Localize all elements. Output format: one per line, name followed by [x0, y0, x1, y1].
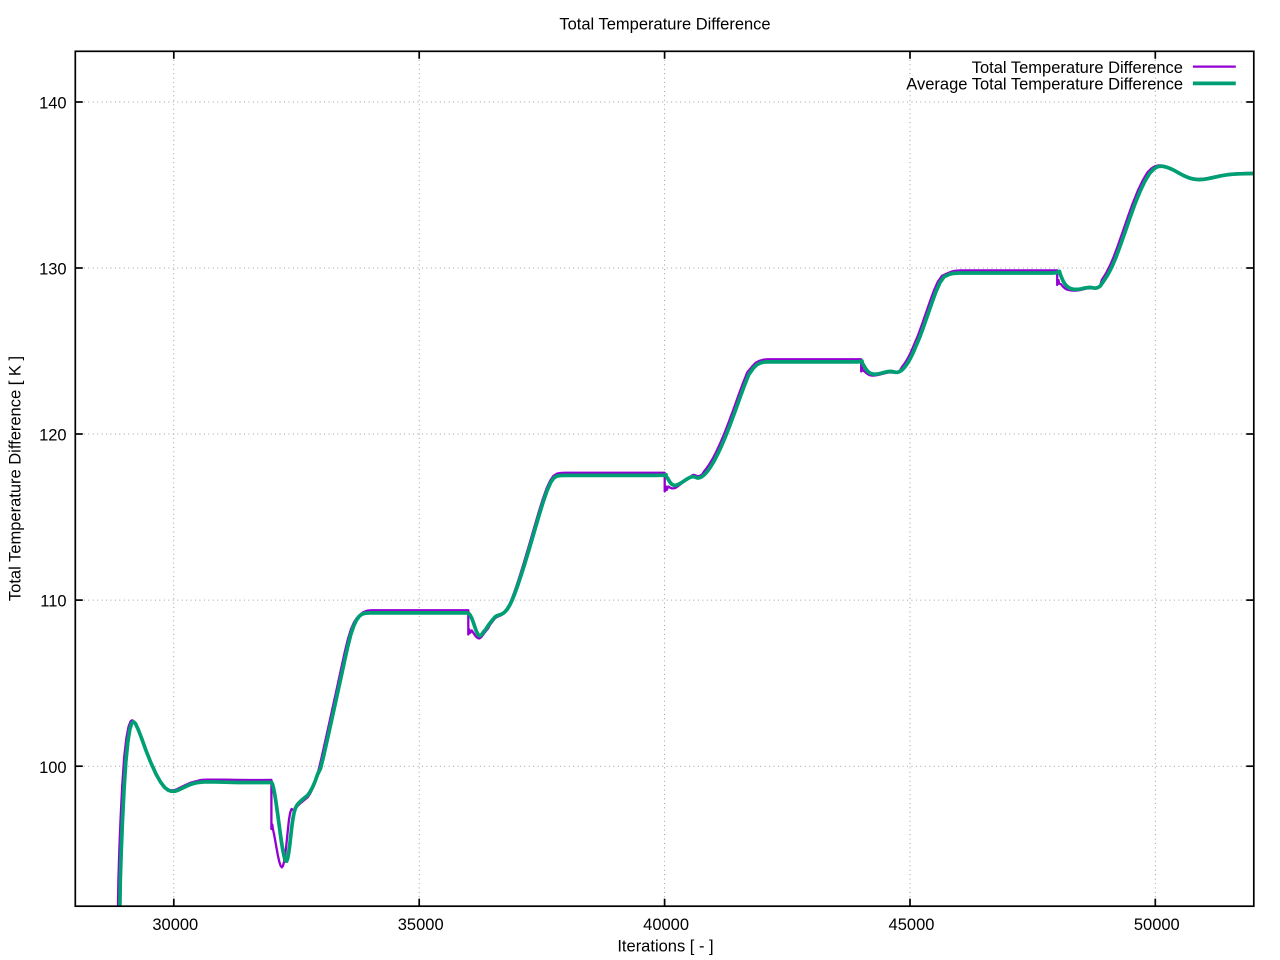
svg-text:30000: 30000	[152, 916, 198, 934]
svg-text:100: 100	[39, 759, 67, 777]
svg-text:Iterations [ - ]: Iterations [ - ]	[617, 938, 713, 956]
svg-text:45000: 45000	[889, 916, 935, 934]
svg-text:Average Total Temperature Diff: Average Total Temperature Difference	[906, 76, 1183, 94]
svg-text:50000: 50000	[1134, 916, 1180, 934]
svg-text:140: 140	[39, 95, 67, 113]
svg-text:40000: 40000	[643, 916, 689, 934]
svg-text:120: 120	[39, 427, 67, 445]
svg-text:110: 110	[40, 593, 66, 611]
svg-text:Total Temperature Difference [: Total Temperature Difference [ K ]	[7, 356, 25, 601]
svg-text:Total Temperature Difference: Total Temperature Difference	[559, 16, 770, 34]
svg-text:130: 130	[39, 261, 67, 279]
svg-text:35000: 35000	[398, 916, 444, 934]
svg-text:Total Temperature Difference: Total Temperature Difference	[972, 59, 1183, 77]
